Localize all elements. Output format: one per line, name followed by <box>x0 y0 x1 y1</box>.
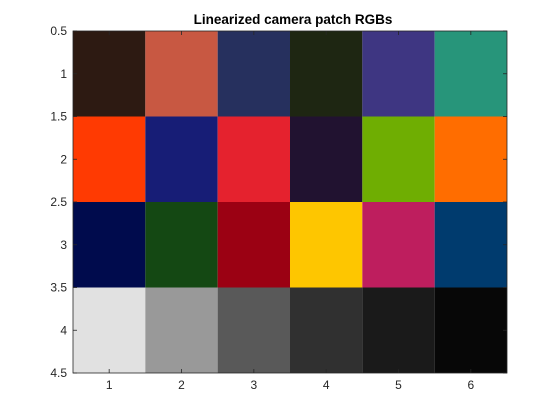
patch-r1-c2 <box>145 31 218 117</box>
patch-r4-c1 <box>73 287 146 373</box>
x-tick-label: 6 <box>467 378 474 392</box>
patch-r3-c4 <box>290 202 363 288</box>
x-tick-label: 1 <box>106 378 113 392</box>
patch-r1-c4 <box>290 31 363 117</box>
y-tick-label: 0.5 <box>50 24 67 38</box>
y-tick-label: 2 <box>60 152 67 166</box>
patch-r1-c3 <box>217 31 290 117</box>
y-tick-label: 3 <box>60 238 67 252</box>
patch-r4-c3 <box>217 287 290 373</box>
y-tick-label: 3.5 <box>50 281 67 295</box>
y-tick-label: 4.5 <box>50 366 67 380</box>
patch-r3-c6 <box>434 202 507 288</box>
y-tick-label: 2.5 <box>50 195 67 209</box>
patch-r2-c2 <box>145 116 218 202</box>
patch-r4-c4 <box>290 287 363 373</box>
y-tick-label: 1.5 <box>50 110 67 124</box>
patch-r3-c1 <box>73 202 146 288</box>
patch-r2-c5 <box>362 116 435 202</box>
axes: 1 2 3 4 5 6 0.5 1 1.5 2 2.5 3 3.5 4 4.5 <box>50 24 508 392</box>
patch-r2-c1 <box>73 116 146 202</box>
x-tick-label: 3 <box>250 378 257 392</box>
patch-r1-c6 <box>434 31 507 117</box>
patch-r2-c6 <box>434 116 507 202</box>
patch-r3-c2 <box>145 202 218 288</box>
x-tick-label: 4 <box>323 378 330 392</box>
x-tick-label: 5 <box>395 378 402 392</box>
x-tick-label: 2 <box>178 378 185 392</box>
patch-r2-c3 <box>217 116 290 202</box>
patch-r2-c4 <box>290 116 363 202</box>
patch-r1-c1 <box>73 31 146 117</box>
patch-r3-c5 <box>362 202 435 288</box>
patch-r4-c2 <box>145 287 218 373</box>
y-tick-label: 4 <box>60 323 67 337</box>
patch-r4-c6 <box>434 287 507 373</box>
patch-r3-c3 <box>217 202 290 288</box>
y-tick-label: 1 <box>60 67 67 81</box>
chart-title: Linearized camera patch RGBs <box>194 12 393 27</box>
patch-grid <box>73 31 507 373</box>
patch-r1-c5 <box>362 31 435 117</box>
patch-r4-c5 <box>362 287 435 373</box>
